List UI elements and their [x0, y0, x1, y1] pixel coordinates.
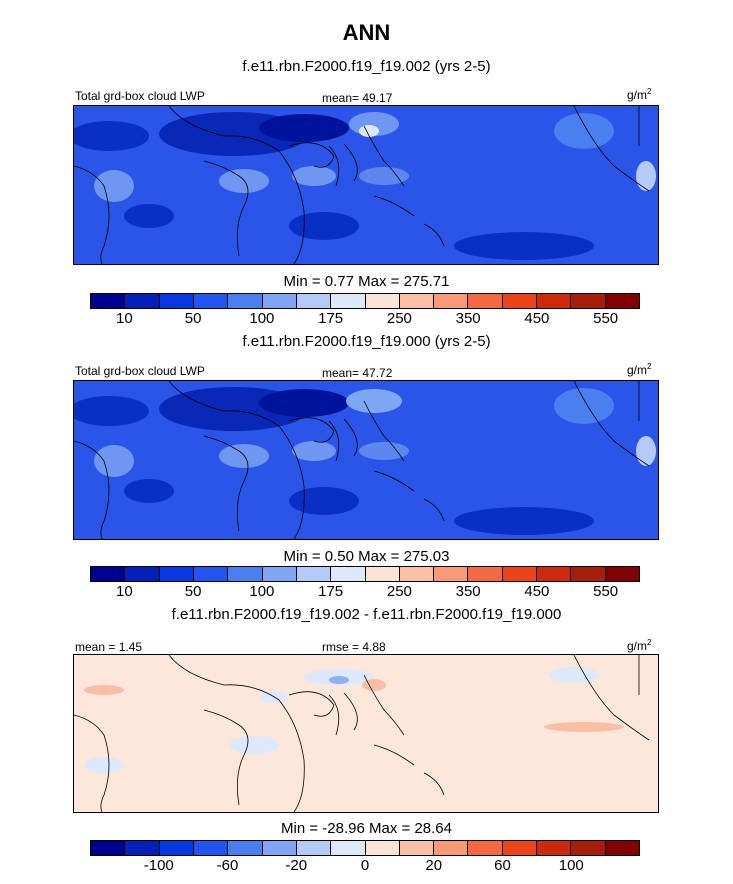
colorbar-tick-label: 350: [455, 310, 481, 327]
colorbar-swatch: [125, 567, 160, 581]
panel-3-rmse-label: rmse = 4.88: [322, 640, 386, 654]
colorbar-swatch: [571, 294, 606, 308]
colorbar-swatch: [159, 841, 194, 855]
colorbar-swatch: [468, 294, 503, 308]
panel-1-colorbar: [90, 293, 640, 309]
colorbar-tick-label: -100: [143, 857, 174, 874]
colorbar-swatch: [605, 294, 639, 308]
colorbar-tick-label: 60: [494, 857, 511, 874]
colorbar-tick-label: 250: [386, 583, 412, 600]
colorbar-tick-label: 50: [184, 583, 202, 600]
panel-2-minmax: Min = 0.50 Max = 275.03: [283, 548, 450, 565]
colorbar-tick-label: 0: [360, 857, 370, 874]
colorbar-swatch: [91, 841, 126, 855]
panel-2-mean-label: mean= 47.72: [322, 366, 393, 380]
panel-1-colorbar-ticks: 10 50 100 175 250 350 450 550: [90, 310, 640, 328]
panel-3-colorbar-ticks: -100 -60 -20 0 20 60 100: [90, 857, 640, 875]
colorbar-tick-label: 550: [593, 583, 619, 600]
colorbar-swatch: [502, 841, 538, 855]
colorbar-swatch: [537, 294, 572, 308]
panel-3-minmax: Min = -28.96 Max = 28.64: [281, 820, 452, 837]
colorbar-swatch: [571, 841, 606, 855]
colorbar-swatch: [434, 567, 469, 581]
colorbar-swatch: [296, 294, 332, 308]
panel-3-mean-label: mean = 1.45: [75, 640, 143, 654]
colorbar-swatch: [468, 841, 503, 855]
colorbar-swatch: [262, 841, 297, 855]
colorbar-swatch: [571, 567, 606, 581]
colorbar-swatch: [434, 841, 469, 855]
panel-1-left-label: Total grd-box cloud LWP: [75, 89, 205, 103]
panel-2-map: [73, 380, 659, 540]
colorbar-swatch: [159, 567, 194, 581]
colorbar-tick-label: 175: [318, 583, 344, 600]
panel-2-colorbar: [90, 566, 640, 582]
colorbar-tick-label: 550: [593, 310, 619, 327]
colorbar-tick-label: 10: [116, 310, 133, 327]
figure-title: ANN: [342, 20, 391, 45]
colorbar-swatch: [193, 294, 229, 308]
colorbar-tick-label: 100: [558, 857, 584, 874]
colorbar-swatch: [605, 841, 639, 855]
colorbar-swatch: [125, 841, 160, 855]
panel-2-units: g/m2: [627, 362, 652, 377]
colorbar-tick-label: 450: [524, 583, 550, 600]
colorbar-swatch: [193, 567, 229, 581]
colorbar-swatch: [537, 841, 572, 855]
colorbar-swatch: [296, 567, 332, 581]
colorbar-tick-label: 250: [386, 310, 412, 327]
colorbar-swatch: [331, 841, 366, 855]
panel-1-map: [73, 105, 659, 265]
colorbar-swatch: [91, 294, 126, 308]
colorbar-swatch: [537, 567, 572, 581]
colorbar-tick-label: 100: [249, 583, 275, 600]
panel-1-mean-label: mean= 49.17: [322, 91, 393, 105]
colorbar-swatch: [159, 294, 194, 308]
colorbar-swatch: [399, 567, 435, 581]
panel-3-case-title: f.e11.rbn.F2000.f19_f19.002 - f.e11.rbn.…: [171, 606, 562, 623]
panel-3-colorbar: [90, 840, 640, 856]
panel-2-colorbar-ticks: 10 50 100 175 250 350 450 550: [90, 583, 640, 601]
colorbar-swatch: [365, 567, 400, 581]
colorbar-tick-label: 10: [116, 583, 133, 600]
colorbar-swatch: [331, 567, 366, 581]
colorbar-swatch: [91, 567, 126, 581]
colorbar-swatch: [193, 841, 229, 855]
colorbar-tick-label: -20: [285, 857, 308, 874]
colorbar-tick-label: 50: [184, 310, 202, 327]
colorbar-swatch: [399, 294, 435, 308]
colorbar-tick-label: 100: [249, 310, 275, 327]
colorbar-tick-label: -60: [216, 857, 239, 874]
colorbar-swatch: [296, 841, 332, 855]
colorbar-swatch: [228, 294, 263, 308]
colorbar-swatch: [365, 841, 400, 855]
colorbar-swatch: [262, 567, 297, 581]
colorbar-tick-label: 20: [425, 857, 443, 874]
colorbar-swatch: [331, 294, 366, 308]
colorbar-swatch: [399, 841, 435, 855]
colorbar-swatch: [502, 567, 538, 581]
colorbar-tick-label: 175: [318, 310, 344, 327]
colorbar-swatch: [228, 567, 263, 581]
colorbar-swatch: [125, 294, 160, 308]
colorbar-tick-label: 350: [455, 583, 481, 600]
colorbar-swatch: [262, 294, 297, 308]
colorbar-swatch: [468, 567, 503, 581]
colorbar-tick-label: 450: [524, 310, 550, 327]
panel-1-units: g/m2: [627, 87, 652, 102]
panel-3-map: [73, 654, 659, 813]
colorbar-swatch: [228, 841, 263, 855]
panel-1-case-title: f.e11.rbn.F2000.f19_f19.002 (yrs 2-5): [242, 58, 491, 75]
panel-3-units: g/m2: [627, 638, 652, 653]
colorbar-swatch: [365, 294, 400, 308]
colorbar-swatch: [434, 294, 469, 308]
panel-2-left-label: Total grd-box cloud LWP: [75, 364, 205, 378]
panel-1-minmax: Min = 0.77 Max = 275.71: [283, 273, 450, 290]
colorbar-swatch: [605, 567, 639, 581]
colorbar-swatch: [502, 294, 538, 308]
panel-2-case-title: f.e11.rbn.F2000.f19_f19.000 (yrs 2-5): [242, 333, 491, 350]
